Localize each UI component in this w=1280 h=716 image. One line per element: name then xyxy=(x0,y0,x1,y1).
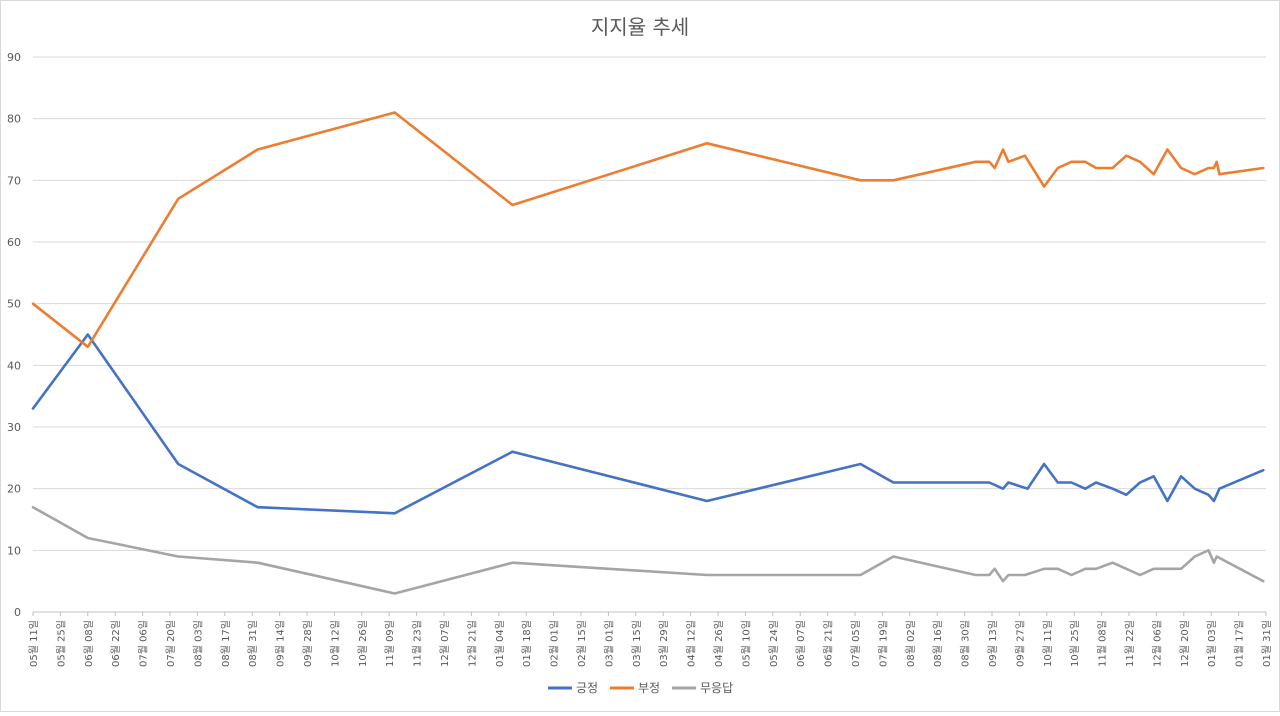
x-tick-label: 12월 07일 xyxy=(439,620,451,667)
x-tick-label: 02월 15일 xyxy=(576,620,588,667)
series-line-2 xyxy=(31,505,1265,595)
x-tick-label: 09월 14일 xyxy=(275,620,287,667)
series-line-0 xyxy=(31,333,1265,515)
legend-label: 긍정 xyxy=(576,681,598,695)
x-tick-label: 03월 29일 xyxy=(658,620,670,667)
x-tick-label: 08월 16일 xyxy=(932,620,944,667)
y-axis: 0 10 20 30 40 50 60 70 80 90 xyxy=(7,51,21,619)
x-tick-label: 10월 26일 xyxy=(357,620,369,667)
x-tick-label: 04월 12일 xyxy=(686,620,698,667)
x-tick-label: 01월 03일 xyxy=(1206,620,1218,667)
x-tick-label: 12월 06일 xyxy=(1151,620,1163,667)
legend-label: 무응답 xyxy=(700,681,733,695)
legend-label: 부정 xyxy=(638,681,660,695)
x-tick-label: 03월 15일 xyxy=(631,620,643,667)
series-line-1 xyxy=(31,111,1265,349)
x-tick-label: 08월 17일 xyxy=(220,620,232,667)
x-tick-label: 12월 20일 xyxy=(1179,620,1191,667)
x-tick-label: 06월 21일 xyxy=(823,620,835,667)
y-tick-label: 90 xyxy=(7,51,21,64)
x-tick-label: 05월 10일 xyxy=(740,620,752,667)
x-tick-label: 10월 25일 xyxy=(1069,620,1081,667)
x-tick-label: 11월 09일 xyxy=(384,620,396,667)
y-tick-label: 50 xyxy=(7,298,21,311)
x-tick-label: 10월 12일 xyxy=(329,620,341,667)
x-tick-label: 08월 02일 xyxy=(905,620,917,667)
y-tick-label: 60 xyxy=(7,236,21,249)
x-tick-label: 05월 11일 xyxy=(28,620,40,667)
y-tick-label: 0 xyxy=(14,606,21,619)
x-tick-label: 09월 27일 xyxy=(1014,620,1026,667)
x-tick-label: 10월 11일 xyxy=(1042,620,1054,667)
x-tick-label: 01월 17일 xyxy=(1234,620,1246,667)
y-tick-label: 40 xyxy=(7,359,21,372)
x-tick-label: 01월 18일 xyxy=(521,620,533,667)
y-tick-label: 70 xyxy=(7,174,21,187)
y-tick-label: 10 xyxy=(7,544,21,557)
x-tick-label: 12월 21일 xyxy=(466,620,478,667)
x-tick-label: 11월 08일 xyxy=(1097,620,1109,667)
x-tick-label: 07월 19일 xyxy=(877,620,889,667)
series-lines xyxy=(31,111,1265,595)
x-tick-label: 11월 23일 xyxy=(412,620,424,667)
x-tick-label: 07월 05일 xyxy=(850,620,862,667)
x-tick-label: 11월 22일 xyxy=(1124,620,1136,667)
x-tick-label: 05월 24일 xyxy=(768,620,780,667)
x-tick-label: 01월 04일 xyxy=(494,620,506,667)
x-tick-label: 06월 22일 xyxy=(110,620,122,667)
x-tick-label: 04월 26일 xyxy=(713,620,725,667)
x-tick-label: 01월 31일 xyxy=(1261,620,1273,667)
x-tick-label: 09월 28일 xyxy=(302,620,314,667)
y-tick-label: 20 xyxy=(7,483,21,496)
y-tick-label: 30 xyxy=(7,421,21,434)
x-tick-label: 07월 20일 xyxy=(165,620,177,667)
y-tick-label: 80 xyxy=(7,113,21,126)
x-tick-label: 09월 13일 xyxy=(987,620,999,667)
legend: 긍정 부정 무응답 xyxy=(548,681,733,695)
x-tick-label: 06월 07일 xyxy=(795,620,807,667)
x-axis: 05월 11일 05월 25일 06월 08일 06월 22일 07월 06일 07월 2… xyxy=(28,612,1273,667)
x-tick-label: 02월 01일 xyxy=(549,620,561,667)
x-tick-label: 03월 01일 xyxy=(603,620,615,667)
x-tick-label: 08월 31일 xyxy=(247,620,259,667)
x-tick-label: 06월 08일 xyxy=(83,620,95,667)
x-tick-label: 08월 30일 xyxy=(960,620,972,667)
x-tick-label: 07월 06일 xyxy=(138,620,150,667)
gridlines xyxy=(33,56,1266,613)
chart-title: 지지율 추세 xyxy=(591,15,689,39)
x-tick-label: 08월 03일 xyxy=(192,620,204,667)
x-tick-label: 05월 25일 xyxy=(55,620,67,667)
